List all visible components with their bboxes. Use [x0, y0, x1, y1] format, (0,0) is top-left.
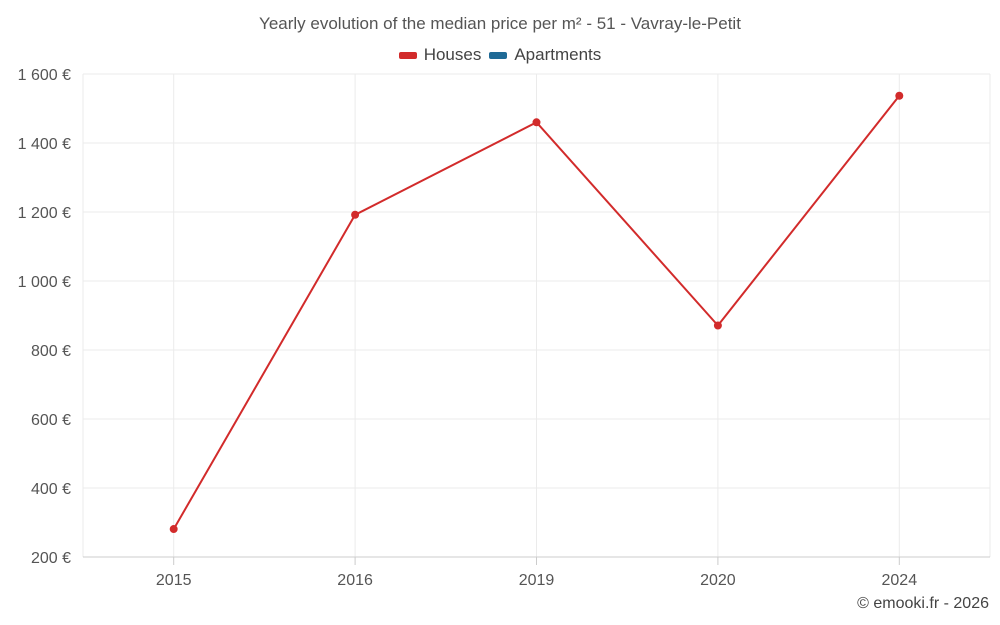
x-tick-label: 2024: [882, 572, 918, 589]
legend-label-apartments: Apartments: [514, 45, 602, 64]
legend-item-houses[interactable]: Houses: [398, 45, 482, 65]
y-tick-label: 600 €: [31, 412, 71, 429]
data-point-houses: [169, 525, 178, 534]
x-tick-label: 2019: [519, 572, 555, 589]
legend-swatch-houses: [398, 51, 417, 59]
y-tick-label: 1 000 €: [18, 274, 71, 291]
data-point-houses: [713, 321, 722, 330]
x-tick-label: 2016: [337, 572, 373, 589]
legend: Houses Apartments: [0, 45, 1000, 65]
chart-title: Yearly evolution of the median price per…: [259, 14, 741, 33]
copyright-text: © emooki.fr - 2026: [857, 595, 989, 612]
legend-label-houses: Houses: [423, 45, 482, 64]
y-tick-label: 1 400 €: [18, 136, 71, 153]
x-tick-label: 2015: [156, 572, 192, 589]
y-tick-label: 1 600 €: [18, 67, 71, 84]
y-tick-label: 800 €: [31, 343, 71, 360]
legend-swatch-apartments: [489, 51, 508, 59]
legend-item-apartments[interactable]: Apartments: [489, 45, 601, 65]
x-tick-label: 2020: [700, 572, 736, 589]
data-point-houses: [351, 210, 360, 219]
data-point-houses: [532, 118, 541, 127]
y-tick-label: 1 200 €: [18, 205, 71, 222]
y-tick-label: 200 €: [31, 550, 71, 567]
data-point-houses: [895, 91, 904, 100]
y-tick-label: 400 €: [31, 481, 71, 498]
